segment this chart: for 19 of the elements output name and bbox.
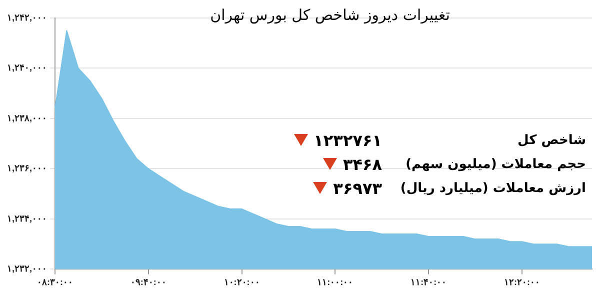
annotation: حجم معاملات (میلیون سهم) — [404, 156, 586, 172]
annotation: ۱۲۳۲۷۶۱ — [314, 130, 382, 150]
annotation: ارزش معاملات (میلیارد ریال) — [399, 180, 586, 196]
y-tick-label: ۱,۲۳۲,۰۰۰ — [6, 264, 47, 274]
x-tick-label: ۱۰:۲۰:۰۰ — [224, 277, 260, 288]
annotation: ۳۶۹۷۳ — [333, 178, 382, 198]
annotation: ۳۴۶۸ — [342, 154, 382, 174]
x-tick-label: ۰۹:۴۰:۰۰ — [130, 277, 166, 288]
y-tick-label: ۱,۲۳۸,۰۰۰ — [6, 112, 47, 123]
y-tick-label: ۱,۲۴۲,۰۰۰ — [6, 12, 47, 22]
y-tick-label: ۱,۲۳۴,۰۰۰ — [6, 213, 47, 224]
y-tick-label: ۱,۲۳۶,۰۰۰ — [6, 163, 47, 174]
x-tick-label: ۱۱:۴۰:۰۰ — [410, 277, 447, 288]
x-tick-label: ۰۸:۳۰:۰۰ — [37, 277, 73, 288]
x-tick-label: ۱۱:۰۰:۰۰ — [317, 277, 354, 288]
x-tick-label: ۱۲:۲۰:۰۰ — [504, 277, 540, 288]
y-tick-label: ۱,۲۴۰,۰۰۰ — [6, 62, 47, 73]
chart-title: تغییرات دیروز شاخص کل بورس تهران — [209, 6, 451, 24]
annotation: شاخص کل — [516, 132, 586, 148]
